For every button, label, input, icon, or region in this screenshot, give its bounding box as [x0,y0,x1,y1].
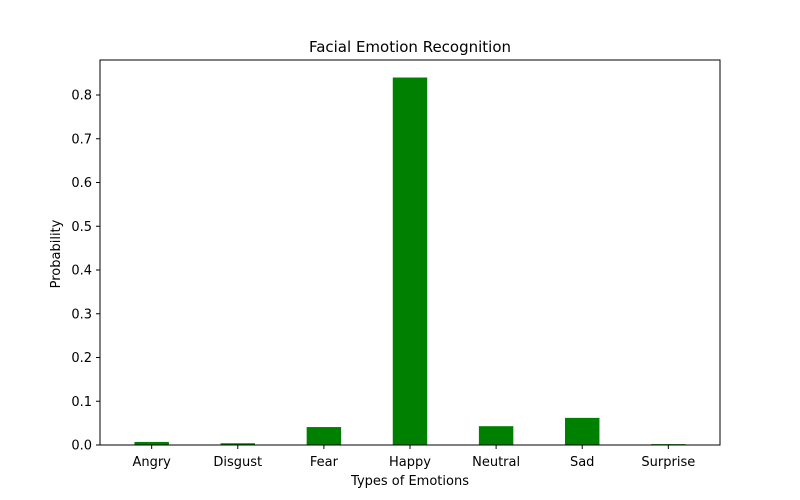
x-tick-label: Happy [389,455,431,470]
y-axis-label: Probability [49,219,64,288]
x-tick-label: Neutral [472,455,520,470]
y-tick-label: 0.1 [71,395,92,410]
x-tick-label: Surprise [641,455,695,470]
x-tick-label: Sad [570,455,594,470]
x-tick-label: Fear [310,455,339,470]
bar-angry [134,441,169,445]
y-tick-label: 0.2 [71,351,92,366]
bar-neutral [478,426,514,445]
chart-title: Facial Emotion Recognition [309,38,511,56]
x-axis-ticks: Angry Disgust Fear Happy Neutral Sad Surprise [132,445,695,470]
bar-disgust [220,443,255,445]
y-axis-ticks: 0.0 0.1 0.2 0.3 0.4 0.5 0.6 0.7 0.8 [71,89,100,454]
x-tick-label: Disgust [213,455,262,470]
y-tick-label: 0.8 [71,89,92,104]
bar-fear [306,427,342,445]
bar-sad [565,417,600,445]
bar-happy [392,77,428,445]
x-axis-label: Types of Emotions [350,474,469,489]
plot-area-frame [99,59,721,446]
y-tick-label: 0.5 [71,220,92,235]
y-tick-label: 0.7 [71,132,92,147]
y-tick-label: 0.0 [71,439,92,454]
y-tick-label: 0.6 [71,176,92,191]
y-tick-label: 0.4 [71,264,92,279]
y-tick-label: 0.3 [71,307,92,322]
bars-group [134,77,686,445]
x-tick-label: Angry [132,455,171,470]
